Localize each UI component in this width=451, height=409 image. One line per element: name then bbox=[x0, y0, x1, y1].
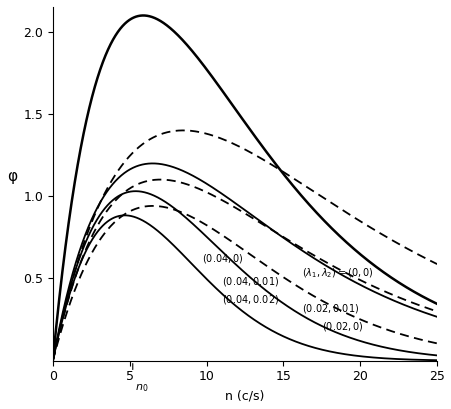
Text: $n_0$: $n_0$ bbox=[135, 382, 148, 394]
Text: $(0.04,0)$: $(0.04,0)$ bbox=[202, 252, 243, 265]
Text: $(0.02,0)$: $(0.02,0)$ bbox=[321, 320, 363, 333]
Y-axis label: φ: φ bbox=[7, 169, 17, 184]
X-axis label: n (c/s): n (c/s) bbox=[225, 389, 264, 402]
Text: $(0.04,0.01)$: $(0.04,0.01)$ bbox=[221, 275, 278, 288]
Text: $(0.02,0.01)$: $(0.02,0.01)$ bbox=[301, 301, 358, 315]
Text: $(0.04,0.02)$: $(0.04,0.02)$ bbox=[221, 293, 278, 306]
Text: $(\lambda_1,\lambda_2)=(0,0)$: $(\lambda_1,\lambda_2)=(0,0)$ bbox=[301, 267, 373, 280]
